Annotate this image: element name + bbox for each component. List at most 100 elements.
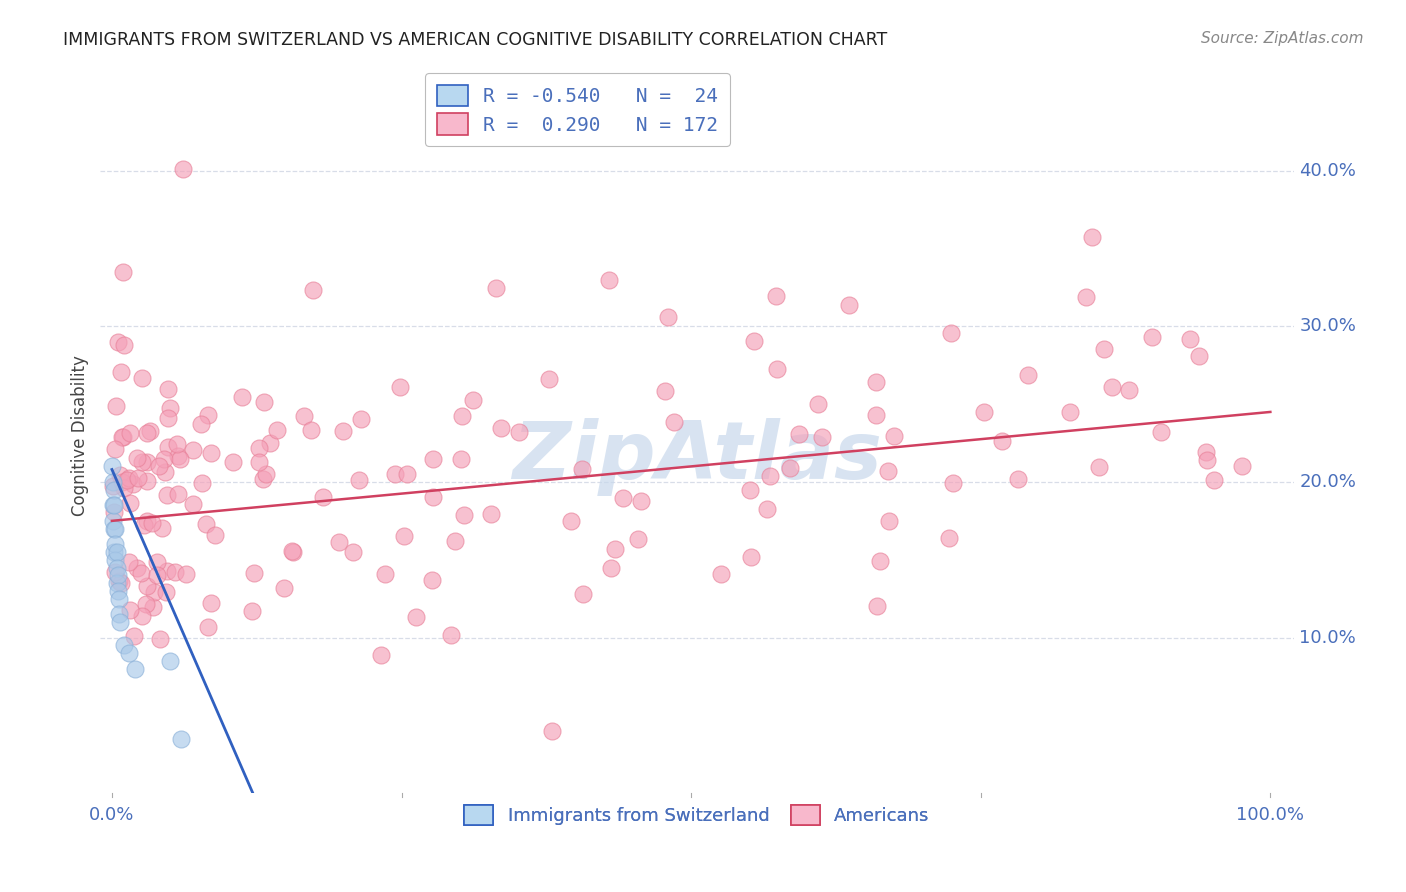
Text: 10.0%: 10.0% [1299, 629, 1357, 647]
Point [118, 646, 141, 660]
Point [108, 467, 131, 482]
Point [489, 421, 512, 435]
Point [103, 483, 125, 497]
Point [1195, 453, 1218, 467]
Point [630, 493, 652, 508]
Point [108, 615, 131, 629]
Point [1188, 350, 1211, 364]
Point [1195, 445, 1218, 459]
Point [1092, 342, 1115, 356]
Point [453, 508, 475, 522]
Point [938, 531, 960, 545]
Point [166, 437, 188, 451]
Point [115, 473, 138, 487]
Point [240, 604, 263, 618]
Point [758, 469, 780, 483]
Point [153, 465, 176, 479]
Point [422, 451, 444, 466]
Point [538, 372, 561, 386]
Point [101, 475, 124, 489]
Point [103, 498, 125, 512]
Point [1081, 230, 1104, 244]
Point [1204, 473, 1226, 487]
Point [384, 467, 406, 481]
Point [152, 452, 174, 467]
Point [440, 628, 463, 642]
Point [765, 289, 787, 303]
Point [191, 475, 214, 490]
Point [243, 566, 266, 581]
Point [148, 458, 170, 473]
Point [169, 451, 191, 466]
Point [194, 517, 217, 532]
Point [129, 566, 152, 580]
Point [150, 521, 173, 535]
Point [165, 566, 187, 580]
Point [876, 464, 898, 478]
Point [865, 375, 887, 389]
Point [103, 522, 125, 536]
Point [118, 602, 141, 616]
Point [110, 365, 132, 379]
Point [104, 553, 127, 567]
Point [1088, 460, 1111, 475]
Point [811, 430, 834, 444]
Point [266, 423, 288, 437]
Point [101, 514, 124, 528]
Point [1142, 330, 1164, 344]
Text: 100.0%: 100.0% [1236, 806, 1305, 824]
Point [108, 574, 131, 588]
Point [662, 415, 685, 429]
Point [197, 619, 219, 633]
Point [136, 474, 159, 488]
Point [142, 600, 165, 615]
Point [312, 490, 335, 504]
Point [1178, 331, 1201, 345]
Text: IMMIGRANTS FROM SWITZERLAND VS AMERICAN COGNITIVE DISABILITY CORRELATION CHART: IMMIGRANTS FROM SWITZERLAND VS AMERICAN … [63, 31, 887, 49]
Point [156, 488, 179, 502]
Point [247, 455, 270, 469]
Point [200, 445, 222, 459]
Point [104, 537, 127, 551]
Point [292, 409, 315, 423]
Point [253, 394, 276, 409]
Point [742, 334, 765, 348]
Point [156, 411, 179, 425]
Point [259, 435, 281, 450]
Point [107, 583, 129, 598]
Point [112, 337, 135, 351]
Point [108, 591, 131, 606]
Point [654, 384, 676, 398]
Text: Source: ZipAtlas.com: Source: ZipAtlas.com [1201, 31, 1364, 46]
Point [111, 264, 134, 278]
Point [273, 581, 295, 595]
Point [112, 638, 135, 652]
Text: 0.0%: 0.0% [89, 806, 135, 824]
Point [740, 483, 762, 498]
Point [127, 471, 149, 485]
Point [973, 405, 995, 419]
Text: ZipAtlas: ZipAtlas [512, 417, 882, 496]
Point [146, 567, 169, 582]
Point [167, 449, 190, 463]
Point [112, 482, 135, 496]
Point [107, 568, 129, 582]
Point [104, 565, 127, 579]
Point [124, 662, 146, 676]
Y-axis label: Cognitive Disability: Cognitive Disability [72, 355, 89, 516]
Point [598, 273, 620, 287]
Point [101, 498, 124, 512]
Point [141, 516, 163, 530]
Point [1074, 290, 1097, 304]
Point [139, 424, 162, 438]
Point [395, 467, 418, 481]
Point [787, 427, 810, 442]
Point [443, 534, 465, 549]
Point [110, 576, 132, 591]
Point [252, 472, 274, 486]
Point [869, 554, 891, 568]
Point [541, 723, 564, 738]
Point [1101, 380, 1123, 394]
Point [1059, 405, 1081, 419]
Point [231, 390, 253, 404]
